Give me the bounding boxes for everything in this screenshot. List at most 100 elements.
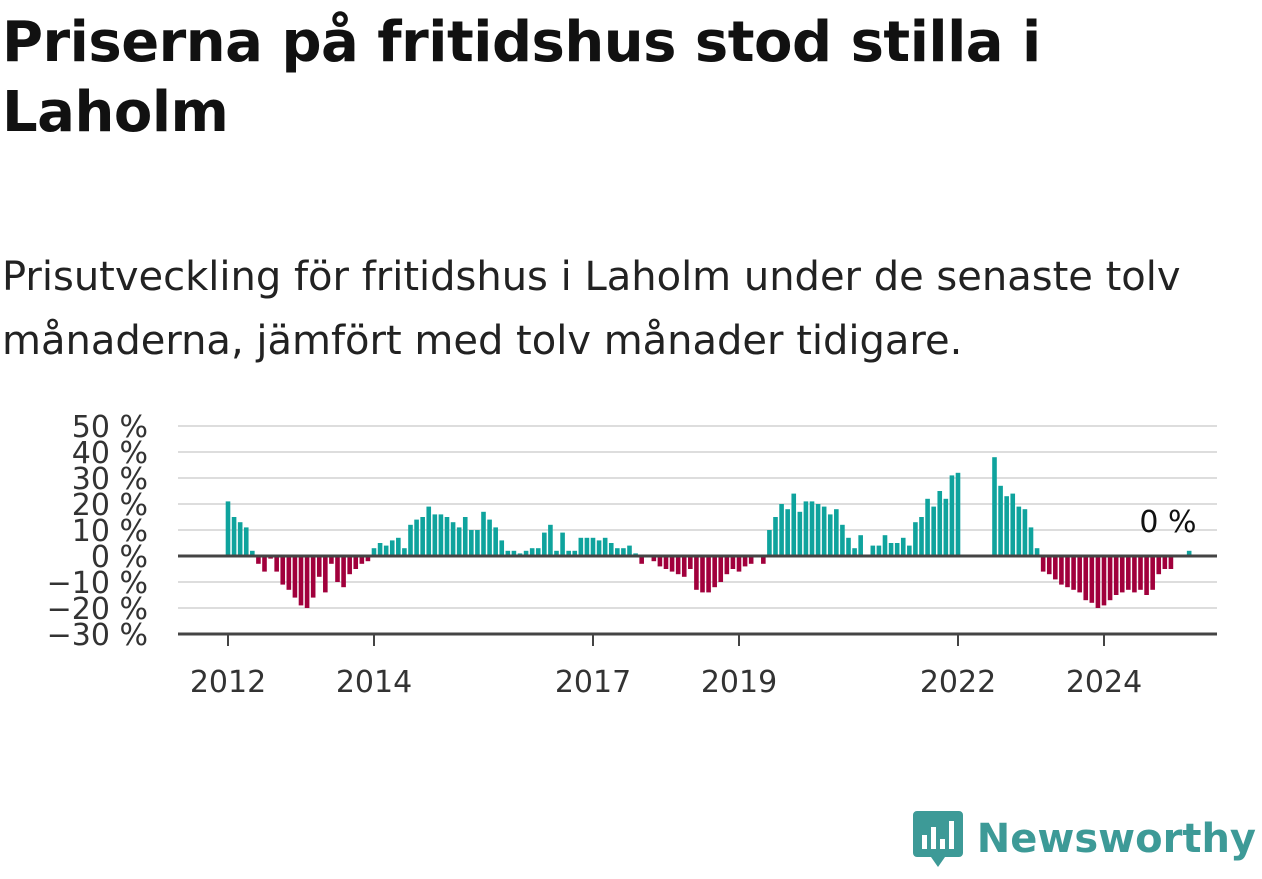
bar [955,472,961,556]
bar [231,517,237,556]
bar [834,509,839,556]
bar [304,556,310,608]
newsworthy-logo-icon [912,811,963,867]
bar [724,556,730,575]
bar [858,535,863,556]
bar [840,524,845,556]
x-axis: 2012 2014 2017 2019 2022 2024 [178,554,1217,700]
bar [919,517,924,556]
bar [335,556,340,582]
bar [481,511,486,556]
bar [998,485,1003,556]
bar [669,556,675,572]
bar [1089,556,1095,603]
bar [949,475,955,556]
bar [852,548,857,556]
bar [542,532,547,556]
bar [821,506,827,556]
y-tick-label: 30 % [72,462,148,497]
y-tick-label: −10 % [47,566,148,601]
bar [225,501,231,556]
page-title: Priserna på fritidshus stod stilla i Lah… [2,10,1041,145]
bar [548,524,553,556]
bars [225,457,1192,608]
bar [694,556,699,590]
bar [937,491,943,556]
y-tick-labels: 50 %40 %30 %20 %10 %0 %−10 %−20 %−30 % [47,410,148,653]
bar [882,535,888,556]
bar [688,556,693,569]
bar [718,556,724,582]
bar [608,543,614,556]
bar [353,556,359,569]
bar [730,556,736,569]
bar [1107,556,1113,601]
bar [310,556,316,598]
y-tick-label: 20 % [72,488,148,523]
bar [621,548,626,556]
bar [681,556,687,577]
bar-chart: 50 %40 %30 %20 %10 %0 %−10 %−20 %−30 % 2… [47,410,1217,700]
bar [596,540,602,556]
bar [700,556,705,593]
bar [1034,548,1040,556]
bar [931,506,936,556]
bar [262,556,267,572]
bar [1016,506,1022,556]
bar [420,517,425,556]
bar [797,511,803,556]
bar [785,509,790,556]
bar [870,545,876,556]
bar [651,556,657,562]
bar [377,543,383,556]
bar [1119,556,1125,593]
bar [803,501,809,556]
bar [1101,556,1107,606]
brand-name: Newsworthy [976,816,1256,862]
bar [809,501,815,556]
bar [992,457,997,556]
bar [396,537,401,556]
bar [1022,509,1028,556]
bar [827,514,833,556]
bar [675,556,681,575]
bar [359,556,365,564]
bar [663,556,669,569]
bar [1065,556,1070,588]
bar [292,556,298,598]
bar [1071,556,1076,590]
bar [1095,556,1101,608]
bar [347,556,352,575]
bar [925,498,930,556]
bar [511,550,517,556]
bar [444,517,450,556]
bar [535,548,541,556]
bar [1028,527,1034,556]
bar [846,537,851,556]
x-tick-label: 2017 [555,665,631,700]
bar [602,537,608,556]
bar [876,545,882,556]
bar [779,504,784,556]
bar [286,556,292,590]
x-tick-label: 2019 [701,665,777,700]
bar [913,522,918,556]
bar [590,537,596,556]
bar [1138,556,1143,590]
bar [1077,556,1082,593]
bar [815,504,821,556]
y-tick-label: −30 % [47,618,148,653]
bar [1083,556,1089,601]
bar [900,537,906,556]
bar [712,556,717,588]
bar [371,548,377,556]
bar [706,556,711,593]
bar [1144,556,1149,595]
bar [584,537,590,556]
bar [250,550,255,556]
bar [943,498,949,556]
bar [408,524,413,556]
y-tick-label: 0 % [91,540,148,575]
bar [280,556,286,585]
bar [438,514,444,556]
